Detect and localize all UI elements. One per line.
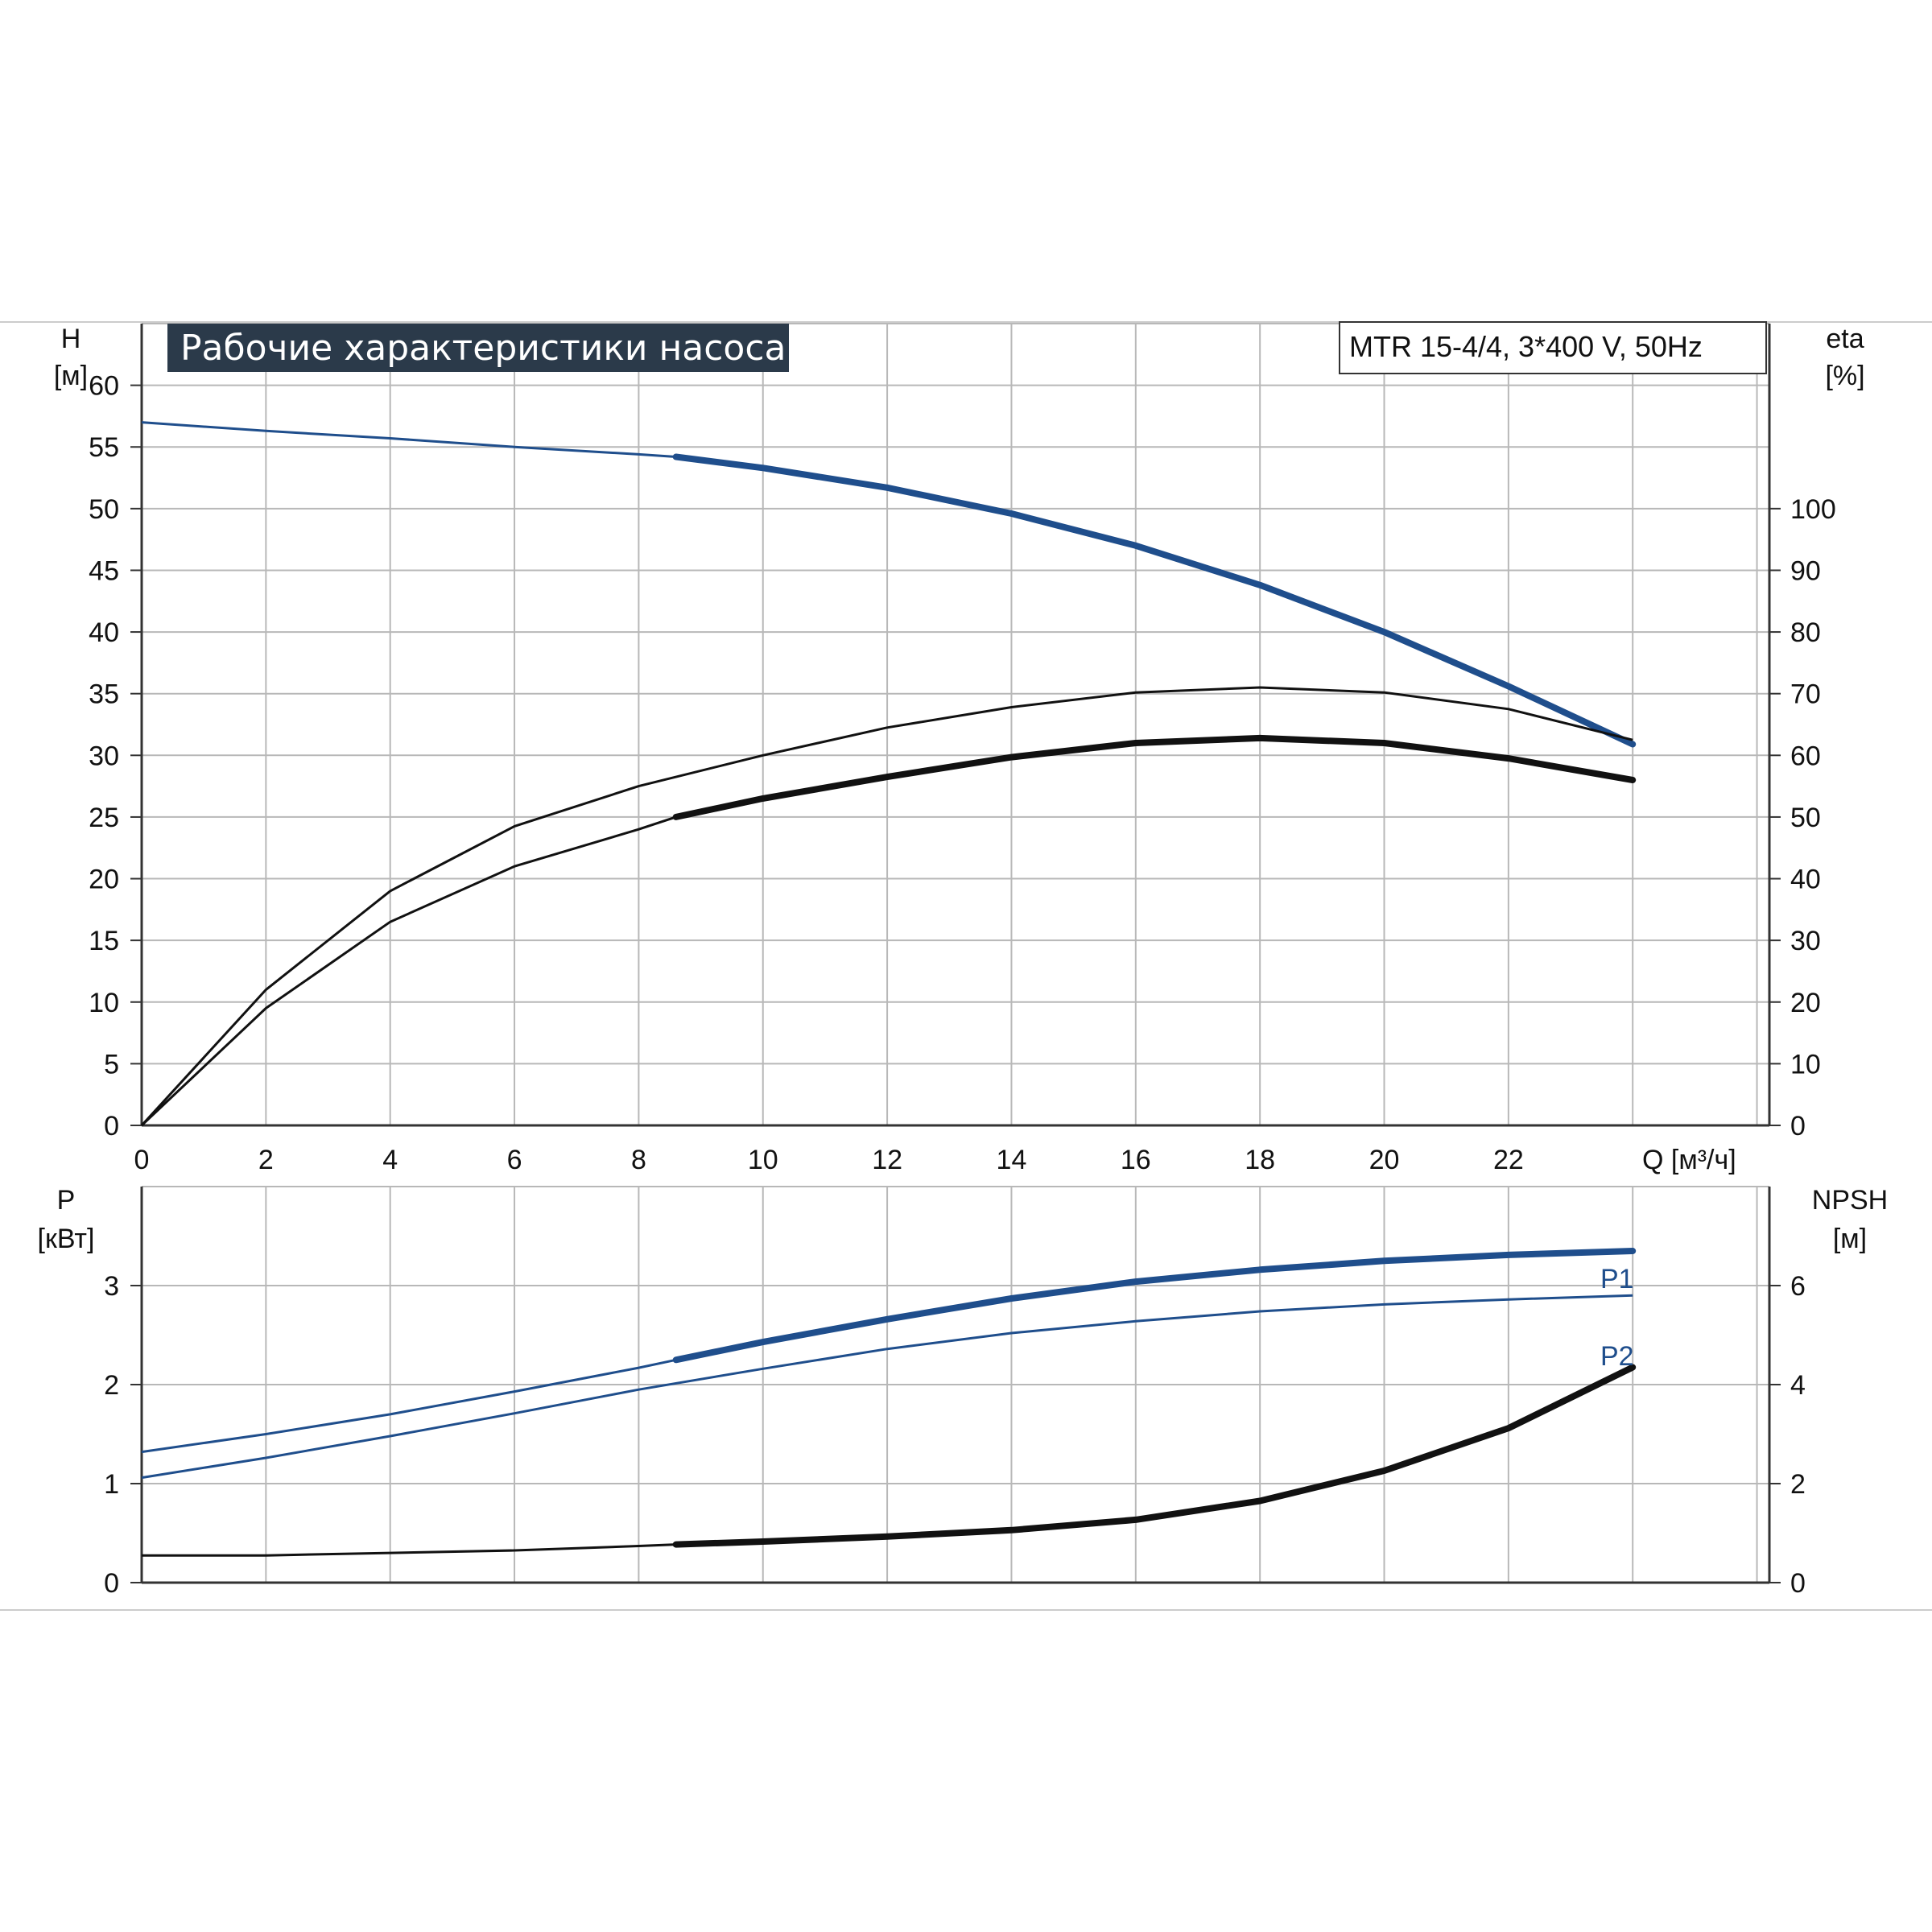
x-tick-label: 22 [1493,1145,1524,1175]
left-tick-label: 25 [89,803,119,833]
right-tick-label: 90 [1790,555,1821,586]
left-tick-label: 60 [89,371,119,402]
right-tick-label: 4 [1790,1370,1806,1401]
axis-layer [130,324,1781,1584]
right-tick-label: 20 [1790,988,1821,1018]
text-layer: Рабочие характеристики насоса MTR 15-4/4… [38,321,1888,1599]
left-tick-label: 50 [89,494,119,525]
bottom-right-axis-label-1: NPSH [1812,1185,1888,1216]
right-tick-label: 0 [1790,1568,1806,1599]
series-line-operating-range [672,1248,1637,1364]
chart-title: Рабочие характеристики насоса [180,328,786,369]
series-line-operating-range [672,734,1637,820]
x-tick-label: 0 [134,1145,150,1175]
left-tick-label: 10 [89,988,119,1018]
x-tick-label: 10 [748,1145,778,1175]
series-line [141,1294,1633,1480]
left-tick-label: 35 [89,679,119,710]
right-tick-label: 40 [1790,865,1821,895]
left-tick-label: 15 [89,926,119,956]
left-tick-label: 0 [104,1111,119,1141]
model-label: MTR 15-4/4, 3*400 V, 50Hz [1349,330,1703,363]
x-tick-label: 2 [258,1145,274,1175]
right-tick-label: 10 [1790,1049,1821,1080]
x-axis-label: Q [м³/ч] [1642,1145,1736,1175]
x-tick-label: 12 [872,1145,902,1175]
left-tick-label: 40 [89,617,119,648]
right-tick-label: 50 [1790,803,1821,833]
bottom-right-axis-label-2: [м] [1833,1224,1867,1254]
series-layer [140,421,1637,1557]
left-tick-label: 45 [89,555,119,586]
series-label-p1: P1 [1600,1264,1634,1294]
right-tick-label: 100 [1790,494,1836,525]
left-tick-label: 2 [104,1370,119,1401]
left-tick-label: 30 [89,741,119,771]
grid-layer [0,321,1932,1611]
top-right-axis-label-1: eta [1826,324,1864,354]
model-label-box [1339,321,1767,374]
top-left-axis-label-2: [м] [54,361,88,391]
left-tick-label: 0 [104,1568,119,1599]
left-tick-label: 5 [104,1049,119,1080]
series-line [140,686,1633,1127]
x-tick-label: 18 [1245,1145,1275,1175]
x-tick-label: 14 [997,1145,1027,1175]
right-tick-label: 30 [1790,926,1821,956]
right-tick-label: 60 [1790,741,1821,771]
top-left-axis-label-1: H [61,324,81,354]
title-box [167,324,789,372]
x-tick-label: 4 [382,1145,398,1175]
x-tick-label: 16 [1121,1145,1151,1175]
series-label-p2: P2 [1600,1341,1634,1372]
left-tick-label: 3 [104,1271,119,1302]
right-tick-label: 2 [1790,1469,1806,1500]
right-tick-label: 6 [1790,1271,1806,1302]
right-tick-label: 80 [1790,617,1821,648]
x-tick-label: 8 [631,1145,646,1175]
bottom-left-axis-label-2: [кВт] [38,1224,95,1254]
left-tick-label: 55 [89,432,119,463]
right-tick-label: 0 [1790,1111,1806,1141]
bottom-left-axis-label-1: P [57,1185,76,1216]
series-line-operating-range [672,1364,1637,1548]
left-tick-label: 20 [89,865,119,895]
left-tick-label: 1 [104,1469,119,1500]
right-tick-label: 70 [1790,679,1821,710]
series-line-operating-range [672,453,1637,748]
x-tick-label: 6 [507,1145,522,1175]
top-right-axis-label-2: [%] [1825,361,1864,391]
x-tick-label: 20 [1369,1145,1400,1175]
